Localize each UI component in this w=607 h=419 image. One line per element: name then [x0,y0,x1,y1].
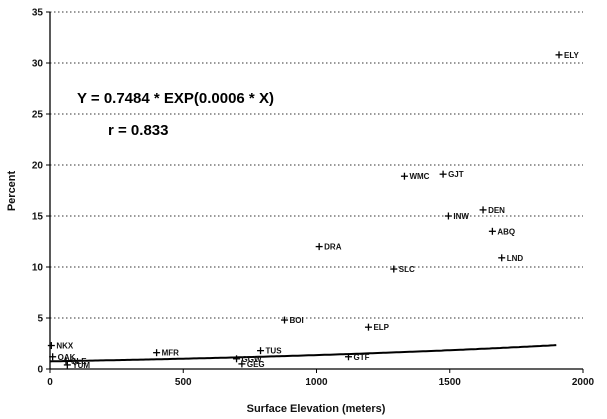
data-point: ABQ [488,227,515,236]
point-label: WMC [409,172,429,181]
x-tick-label: 1000 [305,377,328,388]
y-axis-title: Percent [6,170,18,211]
data-point: TUS [257,347,282,356]
data-point: BOI [281,316,304,325]
y-tick-label: 30 [32,59,44,70]
point-label: SLC [399,265,415,274]
point-label: SLE [71,357,87,366]
y-tick-label: 25 [32,110,44,121]
point-label: GGW [242,355,262,364]
point-label: GJT [448,170,464,179]
data-point: MFR [153,349,179,358]
y-tick-label: 5 [37,314,43,325]
y-tick-label: 0 [37,365,43,376]
x-tick-label: 2000 [572,377,595,388]
point-label: ABQ [497,227,515,236]
y-tick-label: 10 [32,263,44,274]
grid-lines [50,11,583,319]
point-label: BOI [290,316,304,325]
r-annotation: r = 0.833 [108,122,168,139]
point-label: LND [507,254,524,263]
data-point: OAK [49,353,76,362]
equation-annotation: Y = 0.7484 * EXP(0.0006 * X) [77,90,274,107]
data-point: GJT [439,170,464,179]
y-tick-label: 15 [32,212,44,223]
data-point: GTF [344,353,370,362]
x-ticks: 0 500 1000 1500 2000 [47,369,595,388]
data-point: GEG [238,360,265,369]
y-tick-label: 35 [32,8,44,19]
fit-curve [49,344,557,363]
point-label: INW [453,212,469,221]
point-label: TUS [266,347,283,356]
data-point: WMC [400,172,430,181]
point-label: GTF [353,353,369,362]
data-point: ELP [364,323,390,332]
x-tick-label: 0 [47,377,53,388]
data-point: LND [498,254,523,263]
data-point: DRA [315,243,342,252]
point-label: MFR [162,349,180,358]
data-point: INW [444,212,469,221]
point-label: DEN [488,206,505,215]
data-point: YUM [63,361,90,370]
point-label: GEG [247,360,265,369]
x-axis-title: Surface Elevation (meters) [247,403,386,415]
y-ticks: 0 5 10 15 20 25 30 35 [32,8,50,376]
data-point: GGW [233,355,262,364]
data-point: SLE [62,357,87,366]
x-tick-label: 500 [175,377,192,388]
data-point: DEN [479,206,505,215]
point-label: ELP [373,323,389,332]
data-point: ELY [555,51,580,60]
plot-frame [49,12,583,370]
y-tick-label: 20 [32,161,44,172]
data-point: SLC [390,265,415,274]
point-label: ELY [564,51,579,60]
data-point: NKX [47,342,74,351]
point-label: YUM [72,361,90,370]
x-tick-label: 1500 [439,377,462,388]
point-label: OAK [58,353,76,362]
point-label: DRA [324,243,342,252]
point-label: NKX [56,342,74,351]
